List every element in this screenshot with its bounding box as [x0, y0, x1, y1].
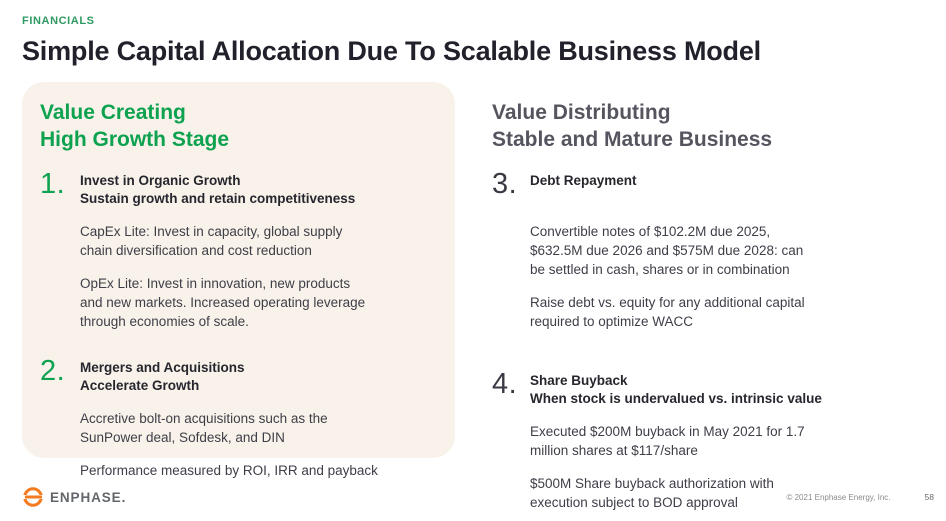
section-eyebrow: FINANCIALS: [22, 15, 95, 27]
list-item-debt-repayment: 3. Debt Repayment Convertible notes of $…: [492, 168, 912, 331]
item-title: Invest in Organic Growth Sustain growth …: [80, 173, 356, 206]
item-number: 4.: [492, 368, 518, 400]
left-panel-heading: Value Creating High Growth Stage: [40, 101, 229, 151]
slide-footer: ENPHASE. © 2021 Enphase Energy, Inc. 58: [0, 479, 946, 521]
list-item-mergers-acquisitions: 2. Mergers and Acquisitions Accelerate G…: [40, 355, 437, 480]
item-paragraph: OpEx Lite: Invest in innovation, new pro…: [80, 276, 366, 329]
item-body: Debt Repayment Convertible notes of $102…: [530, 171, 912, 331]
footer-right: © 2021 Enphase Energy, Inc. 58: [786, 492, 934, 502]
item-paragraph: Raise debt vs. equity for any additional…: [530, 295, 805, 329]
slide-header: FINANCIALS Simple Capital Allocation Due…: [0, 0, 946, 67]
item-body: Mergers and Acquisitions Accelerate Grow…: [80, 358, 437, 480]
list-item-invest-organic-growth: 1. Invest in Organic Growth Sustain grow…: [40, 168, 437, 331]
item-paragraph: $500M Share buyback authorization with e…: [530, 476, 774, 510]
item-number: 1.: [40, 168, 66, 200]
value-creating-panel: Value Creating High Growth Stage 1. Inve…: [22, 82, 455, 478]
page-title: Simple Capital Allocation Due To Scalabl…: [22, 36, 761, 66]
enphase-logo-icon: [22, 486, 44, 508]
item-paragraph: CapEx Lite: Invest in capacity, global s…: [80, 224, 343, 258]
item-title: Debt Repayment: [530, 173, 637, 188]
item-body: Invest in Organic Growth Sustain growth …: [80, 171, 437, 331]
value-distributing-panel: Value Distributing Stable and Mature Bus…: [492, 82, 912, 512]
item-paragraph: Executed $200M buyback in May 2021 for 1…: [530, 424, 805, 458]
item-paragraph: Convertible notes of $102.2M due 2025, $…: [530, 224, 804, 277]
item-title: Share Buyback When stock is undervalued …: [530, 373, 822, 406]
item-paragraph: Performance measured by ROI, IRR and pay…: [80, 463, 378, 478]
enphase-logo-wordmark: ENPHASE.: [50, 489, 127, 505]
item-number: 3.: [492, 168, 518, 200]
right-panel-heading: Value Distributing Stable and Mature Bus…: [492, 101, 773, 151]
page-number: 58: [924, 492, 934, 502]
item-number: 2.: [40, 355, 66, 387]
content-columns: Value Creating High Growth Stage 1. Inve…: [0, 82, 946, 512]
item-body: Share Buyback When stock is undervalued …: [530, 371, 912, 512]
list-item-share-buyback: 4. Share Buyback When stock is undervalu…: [492, 368, 912, 512]
item-title: Mergers and Acquisitions Accelerate Grow…: [80, 360, 245, 393]
copyright-text: © 2021 Enphase Energy, Inc.: [786, 492, 891, 502]
item-paragraph: Accretive bolt-on acquisitions such as t…: [80, 411, 328, 445]
enphase-logo: ENPHASE.: [22, 486, 126, 508]
